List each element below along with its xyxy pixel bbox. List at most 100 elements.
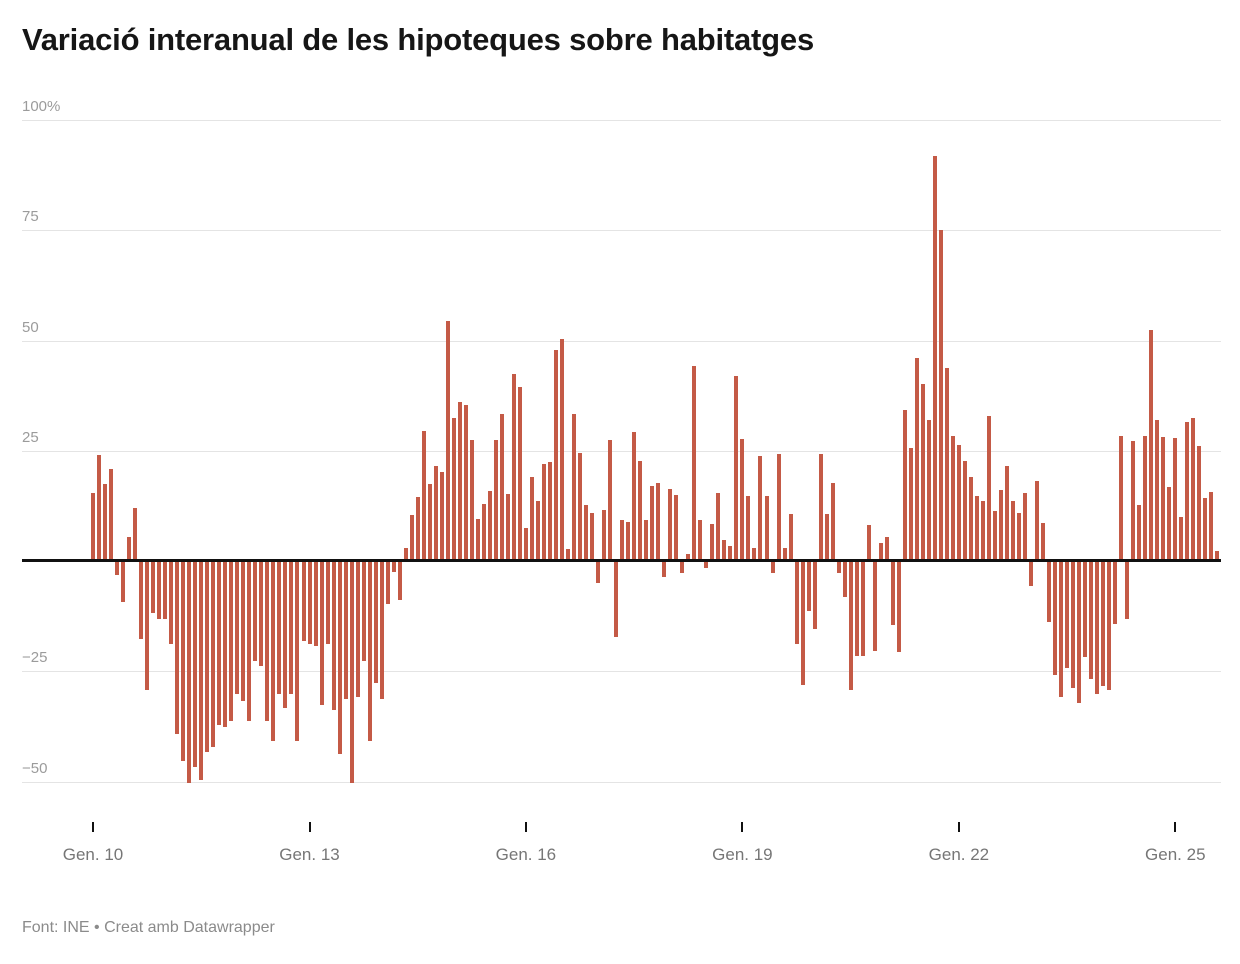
bar xyxy=(1113,562,1118,624)
bar xyxy=(548,462,552,559)
bar xyxy=(175,562,180,734)
bar xyxy=(992,510,997,559)
bar xyxy=(415,497,420,559)
bar xyxy=(235,562,240,695)
bar xyxy=(848,562,853,690)
bar xyxy=(133,508,138,559)
bar xyxy=(914,357,919,559)
x-axis-label: Gen. 16 xyxy=(495,845,557,864)
bar xyxy=(980,500,985,559)
bar xyxy=(1077,562,1082,704)
x-axis-label: Gen. 19 xyxy=(712,845,773,864)
bar xyxy=(241,562,246,701)
bar xyxy=(433,466,438,559)
bar xyxy=(764,496,769,559)
gridline xyxy=(22,671,1221,673)
bar xyxy=(475,519,480,559)
source-attribution: Font: INE • Creat amb Datawrapper xyxy=(22,919,275,936)
bar xyxy=(379,562,384,699)
bar xyxy=(1203,498,1208,559)
bar xyxy=(115,562,120,576)
bar xyxy=(1059,562,1064,697)
bar xyxy=(554,349,558,559)
bar xyxy=(896,562,901,652)
y-axis-label: −50 xyxy=(22,759,48,777)
bar xyxy=(1053,562,1058,675)
bar xyxy=(824,514,829,559)
bar xyxy=(878,542,883,559)
bar xyxy=(938,229,943,559)
bar xyxy=(668,488,673,559)
bar xyxy=(259,562,264,666)
bar xyxy=(463,404,468,559)
bar xyxy=(932,156,937,559)
bar xyxy=(139,562,144,640)
bar xyxy=(890,562,895,626)
bar xyxy=(1191,417,1196,559)
bar xyxy=(656,483,661,559)
bar xyxy=(451,417,456,559)
gridline xyxy=(22,340,1221,342)
bar xyxy=(499,413,504,559)
bar xyxy=(97,455,101,559)
bar xyxy=(638,460,643,559)
bar xyxy=(385,562,390,604)
bar xyxy=(572,413,576,559)
bar xyxy=(283,562,288,708)
bar xyxy=(578,453,583,559)
bar xyxy=(301,562,306,642)
bar xyxy=(806,562,811,611)
bar xyxy=(944,368,949,559)
x-axis-tick xyxy=(524,822,527,832)
bar xyxy=(722,539,727,559)
bar xyxy=(1137,504,1142,559)
bar xyxy=(608,439,613,559)
x-axis-tick xyxy=(741,822,744,832)
bar xyxy=(1167,486,1172,559)
bar xyxy=(145,562,150,690)
bar xyxy=(103,484,107,559)
bar xyxy=(265,562,270,721)
x-axis-label: Gen. 22 xyxy=(928,845,990,864)
bar xyxy=(926,419,931,559)
bar xyxy=(1095,562,1100,695)
bar xyxy=(469,439,474,559)
bar xyxy=(830,482,835,559)
bar xyxy=(908,447,913,559)
bar xyxy=(1161,437,1166,559)
zero-baseline xyxy=(22,559,1221,562)
bar xyxy=(782,547,787,559)
bar xyxy=(319,562,324,706)
bar xyxy=(542,463,546,559)
bar xyxy=(1209,492,1214,559)
bar xyxy=(493,439,498,559)
bar xyxy=(313,562,318,646)
bar xyxy=(205,562,210,752)
gridline xyxy=(22,781,1221,783)
bar xyxy=(704,562,709,569)
bar xyxy=(229,562,234,721)
bar xyxy=(529,477,534,559)
bar xyxy=(121,562,126,602)
bar xyxy=(1065,562,1070,668)
x-axis-tick xyxy=(1174,822,1177,832)
bar xyxy=(109,468,113,559)
bar xyxy=(1125,562,1130,620)
bar xyxy=(1101,562,1106,686)
bar xyxy=(199,562,204,781)
bar xyxy=(686,554,691,559)
bar xyxy=(349,562,354,783)
bar xyxy=(770,562,775,573)
bar xyxy=(1185,422,1190,559)
bar xyxy=(91,492,95,560)
bar xyxy=(818,454,823,559)
bar xyxy=(626,522,631,559)
bar xyxy=(523,528,528,559)
bar xyxy=(307,562,312,644)
bar xyxy=(680,562,685,573)
bar xyxy=(854,562,859,657)
bar xyxy=(536,500,540,559)
bar xyxy=(632,432,637,559)
bar xyxy=(752,547,757,559)
bar xyxy=(800,562,805,685)
